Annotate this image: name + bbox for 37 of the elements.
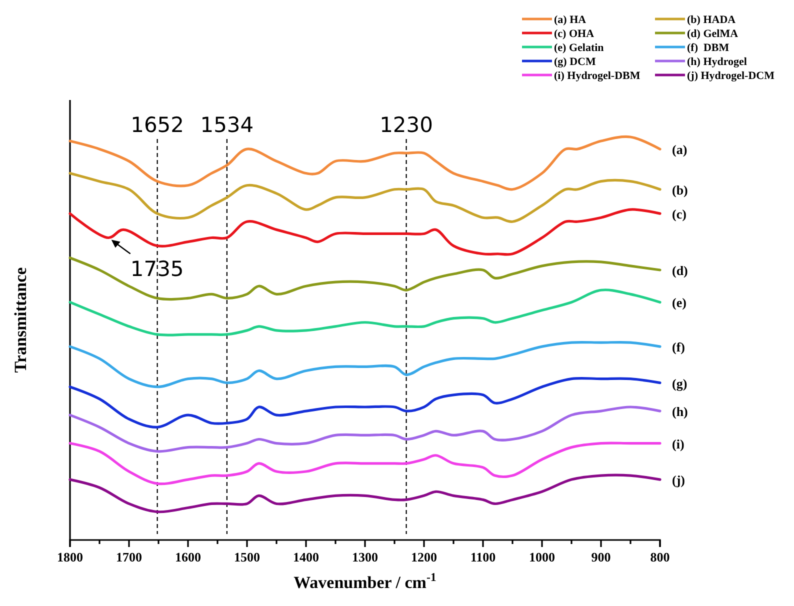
text: (b) [672, 182, 688, 198]
text: (j) [672, 472, 685, 488]
legend-label: (d) GelMA [687, 28, 738, 40]
x-tick-label: 1600 [175, 550, 201, 565]
legend-label: (g) DCM [554, 56, 596, 68]
text: (a) [672, 142, 688, 158]
legend-label: (j) Hydrogel-DCM [687, 70, 776, 82]
text: (e) [672, 295, 686, 310]
text: (f) [672, 340, 685, 355]
x-tick-label: 1500 [234, 550, 260, 565]
annotation: 1735 [130, 256, 184, 281]
text: (c) [672, 206, 686, 222]
x-tick-label: 800 [650, 550, 670, 565]
x-tick-label: 1200 [411, 550, 437, 565]
text: (i) [672, 436, 684, 452]
legend-label: (h) Hydrogel [687, 56, 747, 68]
x-tick-label: 1100 [470, 550, 496, 565]
text: (d) [672, 262, 688, 278]
x-tick-label: 1800 [57, 550, 83, 565]
x-tick-label: 1300 [352, 550, 378, 565]
text: (h) [672, 404, 688, 420]
text: (g) [672, 376, 688, 391]
legend-label: (i) Hydrogel-DBM [554, 70, 641, 82]
x-axis-title: Wavenumber / cm$^{-1}$ [294, 570, 436, 592]
legend-label: (f) DBM [687, 42, 730, 54]
legend-label: (a) HA [554, 14, 586, 26]
ref-line-label: 1230 [380, 113, 434, 137]
x-tick-label: 1700 [116, 550, 142, 565]
y-axis-title: Transmittance [11, 266, 30, 373]
legend-label: (c) OHA [554, 28, 594, 40]
legend-label: (e) Gelatin [554, 42, 604, 54]
x-tick-label: 1400 [293, 550, 319, 565]
legend-label: (b) HADA [687, 14, 736, 26]
ref-line-label: 1652 [130, 113, 184, 137]
x-tick-label: 900 [591, 550, 611, 565]
x-tick-label: 1000 [529, 550, 555, 565]
ref-line-label: 1534 [200, 113, 254, 137]
